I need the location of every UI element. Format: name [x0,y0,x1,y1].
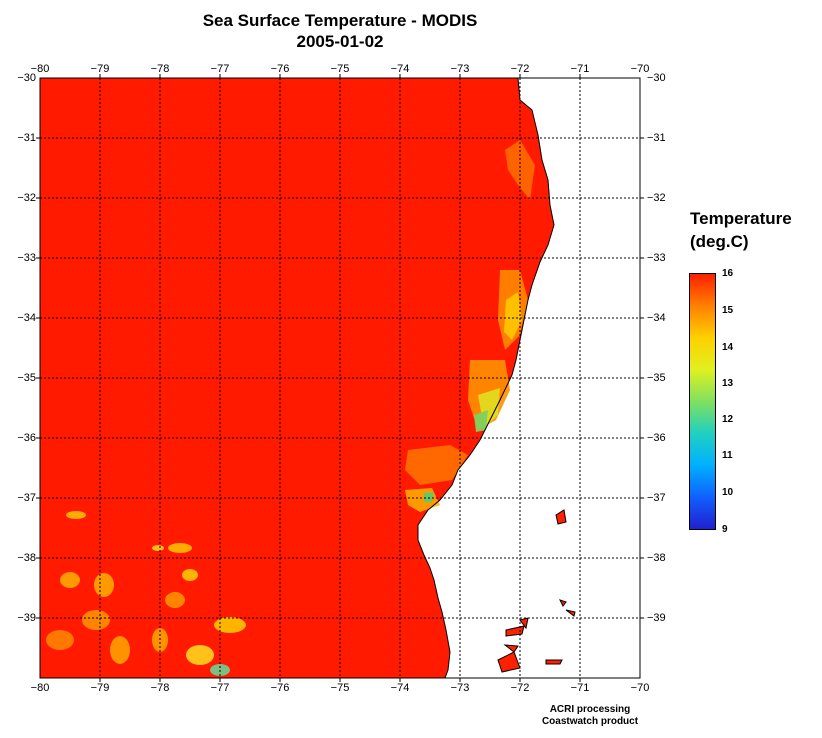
lon-tick-bottom: −73 [450,682,470,694]
colorbar-label: 10 [722,487,734,498]
lon-tick-bottom: −71 [570,682,590,694]
lon-tick-bottom: −70 [630,682,650,694]
lon-tick-bottom: −79 [90,682,110,694]
lat-tick-left: −39 [17,612,36,624]
lon-tick-top: −78 [150,63,170,75]
lat-tick-left: −35 [17,372,36,384]
lon-tick-top: −76 [270,63,290,75]
lat-tick-right: −38 [647,552,666,564]
map-title: Sea Surface Temperature - MODIS [202,11,478,30]
legend-units: (deg.C) [690,232,749,251]
lon-tick-bottom: −80 [30,682,50,694]
colorbar-label: 11 [722,450,733,461]
map-frame [39,77,641,679]
colorbar-label: 9 [722,524,728,535]
lat-tick-right: −39 [647,612,666,624]
lon-tick-bottom: −74 [390,682,410,694]
islands [497,509,576,673]
colorbar-label: 16 [722,268,734,279]
lat-tick-right: −34 [647,312,666,324]
colorbar [689,273,716,530]
colorbar-label: 14 [722,342,734,353]
coastal-upwelling [405,140,535,512]
lat-tick-left: −36 [17,432,36,444]
lon-tick-top: −71 [570,63,590,75]
lon-tick-top: −79 [90,63,110,75]
colorbar-label: 12 [722,414,734,425]
graticule [40,78,640,678]
legend-title: Temperature [690,209,792,228]
lon-tick-top: −75 [330,63,350,75]
lon-tick-bottom: −72 [510,682,530,694]
lat-tick-left: −30 [17,72,36,84]
tick-marks [36,74,644,682]
lat-tick-right: −30 [647,72,666,84]
colorbar-label: 15 [722,305,734,316]
lon-tick-top: −77 [210,63,230,75]
lat-tick-left: −32 [17,192,36,204]
lat-tick-right: −36 [647,432,666,444]
lon-tick-top: −74 [390,63,410,75]
lon-tick-bottom: −78 [150,682,170,694]
lon-tick-top: −80 [30,63,50,75]
lat-tick-left: −37 [17,492,36,504]
lon-tick-bottom: −75 [330,682,350,694]
lat-tick-left: −34 [17,312,36,324]
map-date: 2005-01-02 [296,32,384,51]
lat-tick-left: −38 [17,552,36,564]
lon-tick-top: −73 [450,63,470,75]
lon-tick-top: −72 [510,63,530,75]
lat-tick-left: −31 [17,132,36,144]
lat-tick-right: −37 [647,492,666,504]
colorbar-label: 13 [722,378,734,389]
lat-tick-right: −35 [647,372,666,384]
lat-tick-right: −33 [647,252,666,264]
footer-processing: ACRI processing [549,704,631,715]
lat-tick-left: −33 [17,252,36,264]
coastline [417,77,555,679]
footer-product: Coastwatch product [541,716,639,727]
lat-tick-right: −32 [647,192,666,204]
lon-tick-top: −70 [630,63,650,75]
lat-tick-right: −31 [647,132,666,144]
lon-tick-bottom: −77 [210,682,230,694]
lon-tick-bottom: −76 [270,682,290,694]
sst-patches [46,511,246,676]
